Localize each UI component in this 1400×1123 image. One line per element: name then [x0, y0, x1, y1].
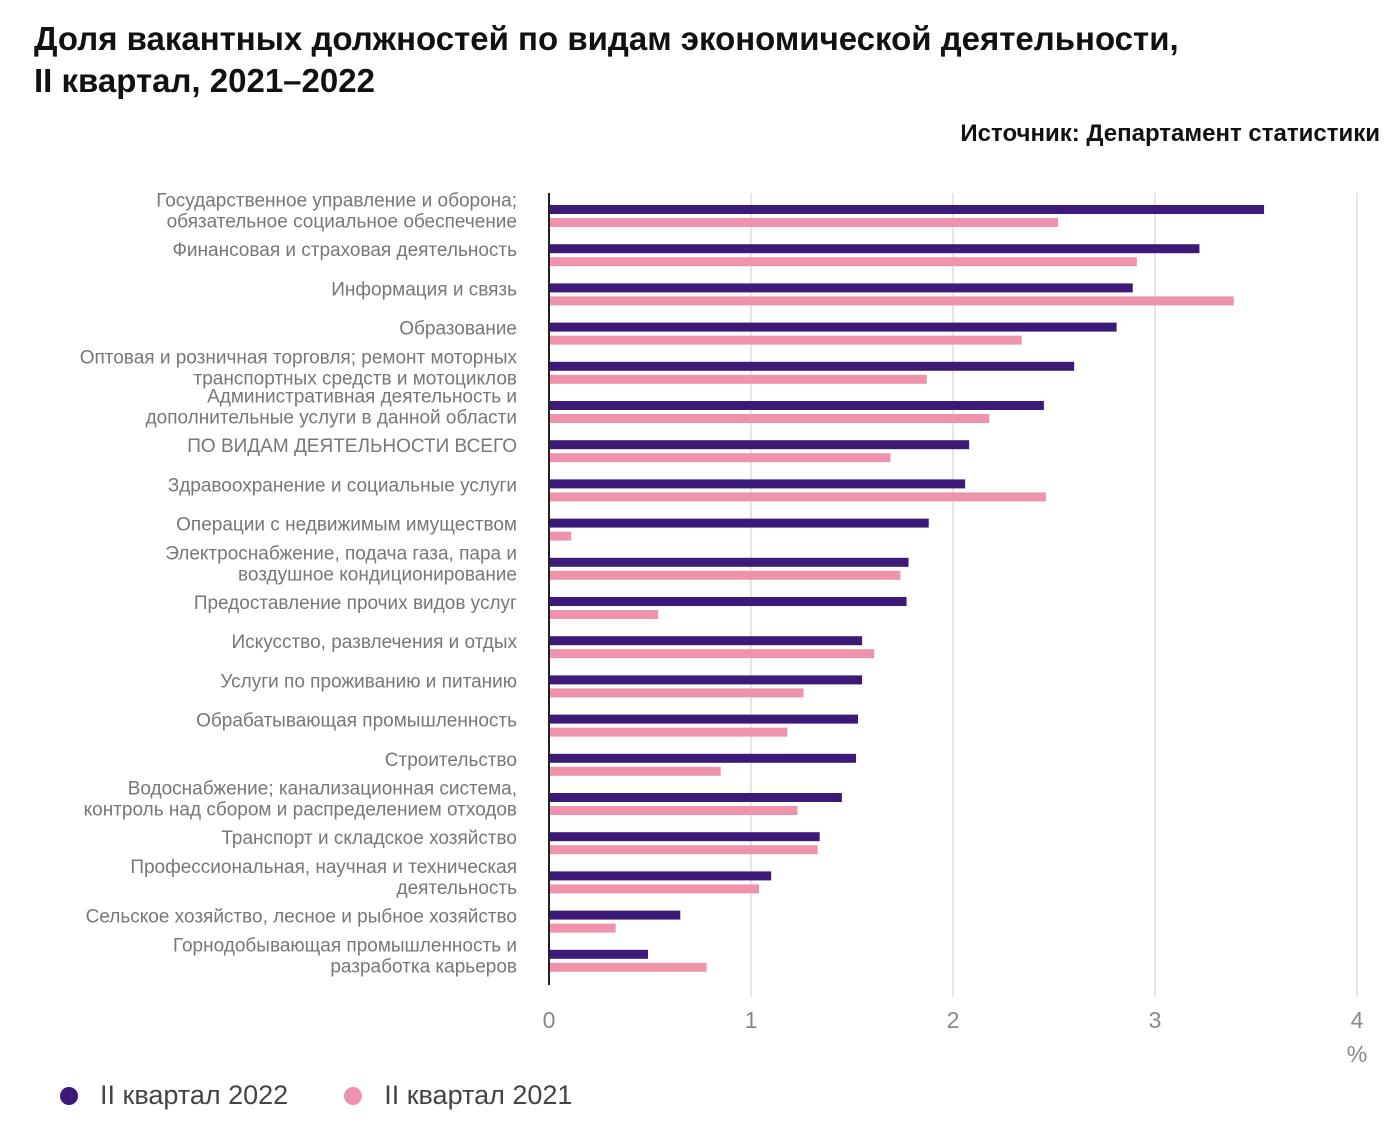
x-tick-label: 2	[947, 1007, 960, 1033]
bar-2021	[549, 374, 927, 384]
x-tick-label: 1	[745, 1007, 758, 1033]
category-label: Оптовая и розничная торговля; ремонт мот…	[80, 347, 518, 389]
category-label: Информация и связь	[331, 279, 517, 300]
bar-2021	[549, 335, 1022, 345]
category-label: Административная деятельность и дополните…	[146, 387, 517, 429]
category-label: Государственное управление и оборона; обя…	[156, 191, 517, 233]
bar-2022	[549, 753, 857, 763]
bar-2021	[549, 962, 707, 972]
bar-2021	[549, 570, 901, 580]
category-label: Образование	[399, 319, 517, 340]
category-label: Здравоохранение и социальные услуги	[168, 475, 517, 496]
bar-2021	[549, 806, 798, 815]
bar-2021	[549, 414, 990, 423]
bar-2021	[549, 766, 721, 776]
category-label: Профессиональная, научная и техническая д…	[130, 857, 517, 899]
bar-2021	[549, 296, 1234, 306]
legend-item-2021: II квартал 2021	[344, 1080, 572, 1111]
category-label: Электроснабжение, подача газа, пара и воз…	[165, 543, 517, 585]
bar-2022	[549, 714, 859, 724]
category-label: Транспорт и складское хозяйство	[221, 828, 517, 849]
bar-2022	[549, 440, 970, 450]
bar-2021	[549, 884, 760, 894]
bar-2022	[549, 401, 1044, 410]
bar-2021	[549, 492, 1046, 502]
legend-swatch-2022	[60, 1086, 78, 1105]
bar-2022	[549, 322, 1117, 332]
category-label: Сельское хозяйство, лесное и рыбное хозя…	[86, 907, 517, 928]
legend: II квартал 2022 II квартал 2021	[60, 1080, 572, 1111]
bar-2022	[549, 871, 772, 881]
category-label: ПО ВИДАМ ДЕЯТЕЛЬНОСТИ ВСЕГО	[187, 436, 517, 457]
bar-2021	[549, 531, 572, 541]
category-label: Финансовая и страховая деятельность	[172, 240, 517, 261]
legend-item-2022: II квартал 2022	[60, 1080, 288, 1111]
category-label: Предоставление прочих видов услуг	[194, 593, 517, 614]
bar-2022	[549, 518, 929, 528]
legend-label-2021: II квартал 2021	[384, 1080, 573, 1110]
bar-2021	[549, 257, 1137, 267]
category-label: Водоснабжение; канализационная система, к…	[84, 779, 517, 821]
bar-2022	[549, 832, 820, 842]
bar-2021	[549, 727, 788, 737]
bar-2022	[549, 205, 1265, 214]
bar-2022	[549, 597, 907, 606]
bar-2022	[549, 283, 1133, 293]
category-label: Искусство, развлечения и отдых	[232, 632, 518, 653]
bar-2021	[549, 688, 804, 698]
bar-2021	[549, 649, 875, 659]
bar-2021	[549, 610, 659, 619]
bar-2022	[549, 636, 863, 646]
category-label: Горнодобывающая промышленность и разработ…	[173, 935, 517, 977]
category-label: Услуги по проживанию и питанию	[220, 671, 517, 692]
bar-2021	[549, 453, 891, 463]
category-label: Операции с недвижимым имуществом	[176, 515, 517, 536]
source-note: Источник: Департамент статистики	[960, 120, 1380, 147]
bar-2022	[549, 361, 1075, 371]
legend-swatch-2021	[344, 1086, 363, 1105]
legend-label-2022: II квартал 2022	[100, 1080, 289, 1110]
x-tick-label: 3	[1149, 1007, 1162, 1033]
bar-2022	[549, 557, 909, 567]
bar-2022	[549, 793, 842, 802]
chart-title-line2: II квартал, 2021–2022	[34, 62, 375, 99]
category-label: Обрабатывающая промышленность	[196, 711, 517, 732]
x-tick-label: 4	[1351, 1007, 1364, 1033]
chart-title: Доля вакантных должностей по видам эконо…	[34, 18, 1334, 102]
x-unit-label: %	[1347, 1041, 1367, 1067]
category-label: Строительство	[385, 750, 517, 771]
bar-2022	[549, 244, 1200, 254]
bar-2021	[549, 923, 616, 933]
bar-2022	[549, 479, 966, 489]
bar-2022	[549, 675, 863, 685]
x-tick-label: 0	[543, 1007, 556, 1033]
bar-2022	[549, 949, 648, 959]
bar-2021	[549, 218, 1059, 227]
bar-2022	[549, 910, 681, 920]
bar-2021	[549, 845, 818, 855]
chart-title-line1: Доля вакантных должностей по видам эконо…	[34, 20, 1179, 57]
